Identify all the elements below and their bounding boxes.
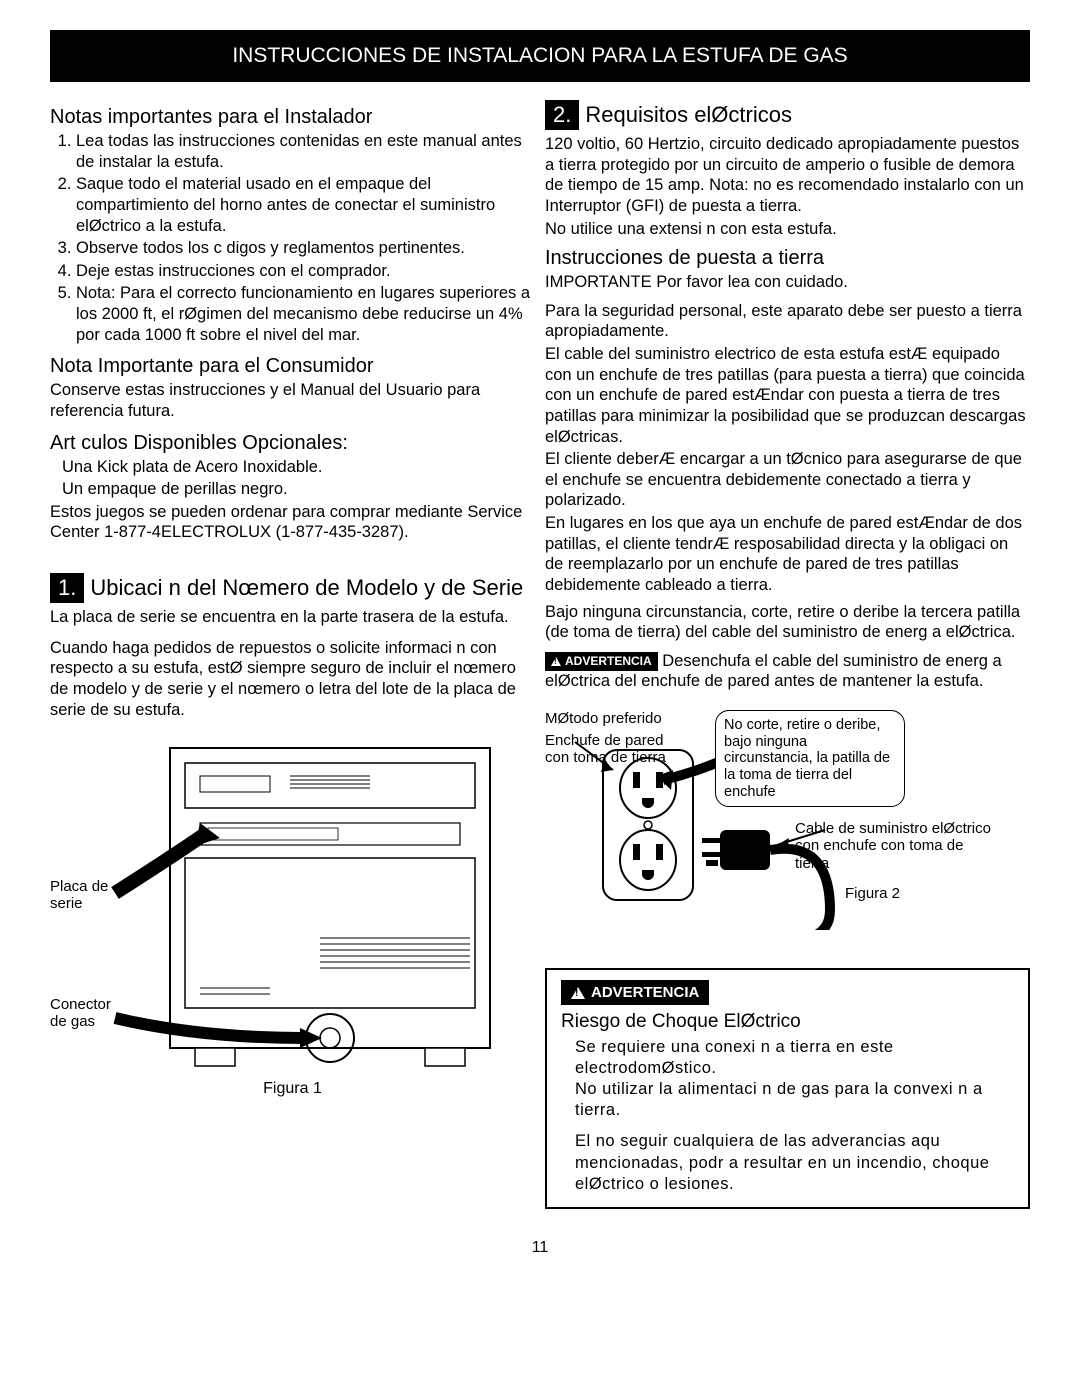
figure-1-caption: Figura 1 (50, 1080, 535, 1098)
figure-2-callout-cord: Cable de suministro elØctrico con enchuf… (795, 820, 995, 872)
warning-box-p3: El no seguir cualquiera de las adveranci… (561, 1131, 1014, 1194)
stove-rear-diagram (50, 738, 530, 1078)
optional-items-heading: Art culos Disponibles Opcionales: (50, 432, 535, 455)
title-bar: INSTRUCCIONES DE INSTALACION PARA LA EST… (50, 30, 1030, 82)
grounding-important: IMPORTANTE Por favor lea con cuidado. (545, 272, 1030, 293)
grounding-p2b: Para la seguridad personal, este aparato… (545, 301, 1030, 342)
list-item: Lea todas las instrucciones contenidas e… (76, 131, 535, 172)
figure-2-callout-method: MØtodo preferido (545, 710, 685, 727)
section-1-title: Ubicaci n del Nœmero de Modelo y de Seri… (90, 575, 523, 601)
consumer-note-text: Conserve estas instrucciones y el Manual… (50, 380, 535, 421)
figure-2-callout-wall-outlet: Enchufe de pared con toma de tierra (545, 732, 685, 767)
two-column-layout: Notas importantes para el Instalador Lea… (50, 100, 1030, 1209)
figure-2: MØtodo preferido Enchufe de pared con to… (545, 710, 1030, 950)
warning-box-header: ADVERTENCIA (561, 980, 709, 1005)
warning-box-header-label: ADVERTENCIA (591, 984, 699, 1001)
grounding-heading: Instrucciones de puesta a tierra (545, 247, 1030, 270)
warning-box-subheading: Riesgo de Choque ElØctrico (561, 1011, 1014, 1033)
optional-item: Un empaque de perillas negro. (50, 479, 535, 500)
section-2-title: Requisitos elØctricos (585, 102, 792, 128)
optional-item: Una Kick plata de Acero Inoxidable. (50, 457, 535, 478)
section-2-head: 2. Requisitos elØctricos (545, 100, 1030, 130)
list-item: Deje estas instrucciones con el comprado… (76, 261, 535, 282)
figure-2-callout-no-cut: No corte, retire o deribe, bajo ninguna … (715, 710, 905, 807)
section-2-p1: 120 voltio, 60 Hertzio, circuito dedicad… (545, 134, 1030, 217)
warning-disconnect: ADVERTENCIA Desenchufa el cable del sumi… (545, 651, 1030, 692)
section-1-p2: Cuando haga pedidos de repuestos o solic… (50, 638, 535, 721)
section-number-box: 1. (50, 573, 84, 603)
grounding-p2c: El cable del suministro electrico de est… (545, 344, 1030, 447)
warning-badge-label: ADVERTENCIA (565, 654, 652, 669)
list-item: Observe todos los c digos y reglamentos … (76, 238, 535, 259)
figure-1-label-serial-plate: Placa de serie (50, 878, 108, 913)
consumer-note-heading: Nota Importante para el Consumidor (50, 355, 535, 378)
figure-1-label-gas-connector: Conector de gas (50, 996, 111, 1031)
grounding-p2e: En lugares en los que aya un enchufe de … (545, 513, 1030, 596)
warning-box-p2: No utilizar la alimentaci n de gas para … (561, 1079, 1014, 1121)
grounding-p2d: El cliente deberÆ encargar a un tØcnico … (545, 449, 1030, 511)
figure-2-caption: Figura 2 (845, 885, 900, 902)
page-number: 11 (50, 1239, 1030, 1257)
grounding-p2f: Bajo ninguna circunstancia, corte, retir… (545, 602, 1030, 643)
figure-1: Placa de serie Conector de gas Figura 1 (50, 738, 535, 1098)
optional-items-order: Estos juegos se pueden ordenar para comp… (50, 502, 535, 543)
left-column: Notas importantes para el Instalador Lea… (50, 100, 535, 1209)
list-item: Nota: Para el correcto funcionamiento en… (76, 283, 535, 345)
installer-notes-heading: Notas importantes para el Instalador (50, 106, 535, 129)
section-1-head: 1. Ubicaci n del Nœmero de Modelo y de S… (50, 573, 535, 603)
section-1-p1: La placa de serie se encuentra en la par… (50, 607, 535, 628)
warning-triangle-icon (571, 987, 585, 999)
warning-triangle-icon (551, 657, 561, 666)
warning-box: ADVERTENCIA Riesgo de Choque ElØctrico S… (545, 968, 1030, 1209)
section-2-p1b: No utilice una extensi n con esta estufa… (545, 219, 1030, 240)
right-column: 2. Requisitos elØctricos 120 voltio, 60 … (545, 100, 1030, 1209)
warning-badge: ADVERTENCIA (545, 652, 658, 671)
installer-notes-list: Lea todas las instrucciones contenidas e… (50, 131, 535, 345)
warning-box-p1: Se requiere una conexi n a tierra en est… (561, 1037, 1014, 1079)
list-item: Saque todo el material usado en el empaq… (76, 174, 535, 236)
section-number-box: 2. (545, 100, 579, 130)
